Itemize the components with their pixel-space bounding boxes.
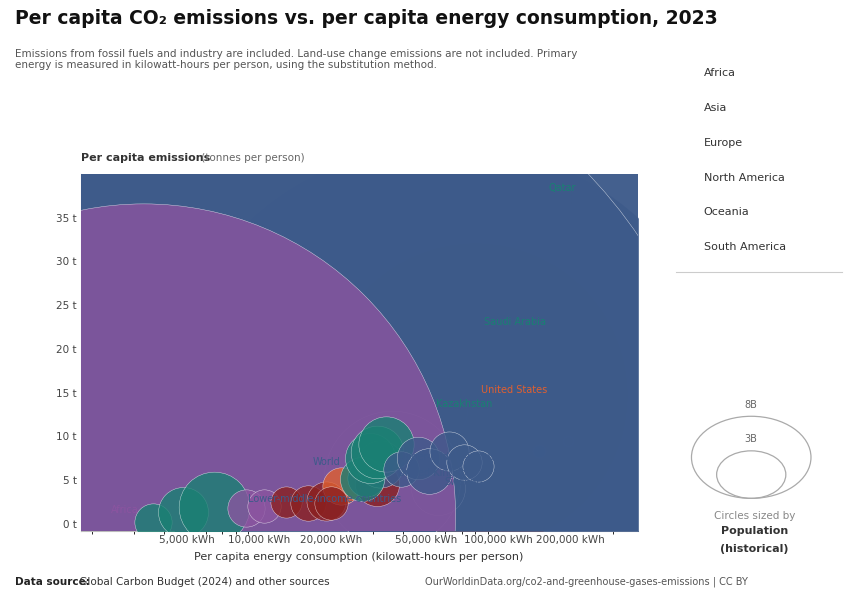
Point (207, 502, 221, 511)
Point (370, 448, 383, 457)
Text: Population: Population (721, 526, 788, 536)
Point (394, 464, 407, 473)
Point (355, 475, 369, 484)
Text: World: World (313, 457, 340, 467)
Text: (historical): (historical) (720, 544, 789, 554)
Text: in Data: in Data (730, 42, 779, 55)
Text: Upper-middle-income countries: Upper-middle-income countries (398, 452, 552, 462)
Point (457, 457, 471, 467)
Point (280, 497, 293, 507)
Point (468, 391, 482, 400)
Point (439, 427, 452, 437)
Point (486, 401, 500, 410)
Point (380, 440, 394, 449)
Point (561, 436, 575, 446)
Text: Per capita emissions: Per capita emissions (81, 153, 210, 163)
Text: Lower-middle-income countries: Lower-middle-income countries (247, 494, 401, 504)
Point (442, 446, 456, 456)
Point (363, 452, 377, 462)
Text: Circles sized by: Circles sized by (714, 511, 795, 521)
Point (146, 517, 160, 527)
Point (481, 341, 495, 351)
Point (422, 466, 435, 475)
Text: Asia: Asia (704, 103, 728, 113)
Point (137, 511, 150, 520)
Text: Kazakhstan: Kazakhstan (436, 398, 492, 409)
Point (411, 452, 425, 462)
Text: United Kingdom: United Kingdom (398, 468, 476, 478)
Text: Qatar: Qatar (549, 184, 576, 193)
Point (235, 500, 249, 509)
Text: energy is measured in kilowatt-hours per person, using the substitution method.: energy is measured in kilowatt-hours per… (15, 60, 437, 70)
Text: South America: South America (704, 242, 786, 252)
Point (416, 392, 429, 402)
Point (386, 458, 400, 467)
Point (176, 507, 190, 517)
Text: Oceania: Oceania (704, 208, 750, 217)
Point (373, 459, 387, 469)
Text: Sweden: Sweden (444, 478, 483, 487)
Point (424, 404, 438, 414)
Point (339, 463, 353, 473)
Point (325, 498, 338, 508)
Point (574, 190, 587, 200)
Text: Europe: Europe (704, 138, 743, 148)
Point (471, 323, 484, 333)
Text: Africa: Africa (704, 68, 736, 78)
Text: (tonnes per person): (tonnes per person) (198, 153, 304, 163)
Point (533, 446, 547, 456)
Text: United States: United States (481, 385, 547, 395)
Text: 8B: 8B (745, 400, 757, 410)
Text: Global Carbon Budget (2024) and other sources: Global Carbon Budget (2024) and other so… (76, 577, 330, 587)
Text: High-income countries: High-income countries (451, 421, 562, 431)
Point (258, 501, 271, 511)
Text: Iceland: Iceland (574, 430, 609, 440)
Text: Per capita CO₂ emissions vs. per capita energy consumption, 2023: Per capita CO₂ emissions vs. per capita … (15, 9, 718, 28)
Point (239, 503, 252, 513)
Text: Our World: Our World (721, 23, 788, 36)
Text: OurWorldinData.org/co2-and-greenhouse-gases-emissions | CC BY: OurWorldinData.org/co2-and-greenhouse-ga… (425, 576, 748, 587)
Text: Africa: Africa (110, 505, 139, 515)
Point (319, 496, 332, 506)
Point (334, 482, 348, 491)
Point (471, 461, 484, 471)
Point (432, 484, 445, 493)
Point (360, 473, 373, 482)
Text: Emissions from fossil fuels and industry are included. Land-use change emissions: Emissions from fossil fuels and industry… (15, 49, 578, 59)
Point (301, 498, 314, 508)
Text: Saudi Arabia: Saudi Arabia (484, 317, 546, 328)
Text: 3B: 3B (745, 434, 757, 445)
X-axis label: Per capita energy consumption (kilowatt-hours per person): Per capita energy consumption (kilowatt-… (195, 552, 524, 562)
Text: Data source:: Data source: (15, 577, 90, 587)
Point (370, 479, 383, 488)
Point (386, 474, 400, 484)
Text: North America: North America (704, 173, 785, 182)
